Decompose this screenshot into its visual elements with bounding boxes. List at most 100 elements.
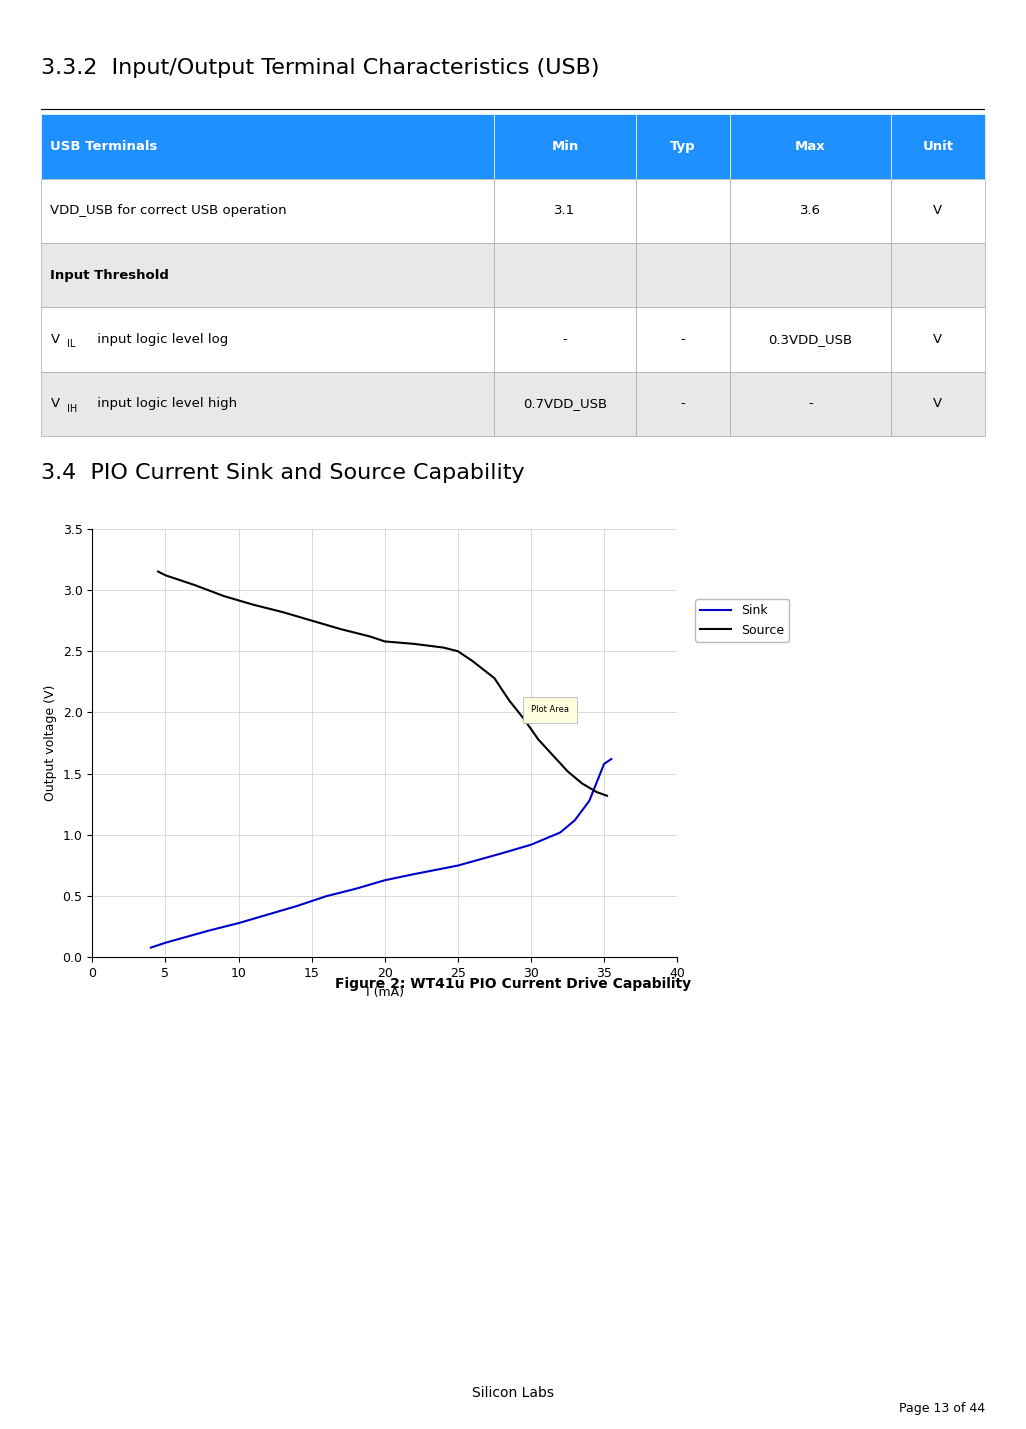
FancyBboxPatch shape (891, 243, 985, 307)
FancyBboxPatch shape (41, 243, 495, 307)
Source (189, 576, 201, 593)
Text: V: V (934, 333, 942, 346)
Text: Page 13 of 44: Page 13 of 44 (899, 1402, 985, 1415)
Source (451, 643, 464, 660)
Sink (145, 939, 157, 956)
Source (407, 636, 421, 653)
Text: 0.7VDD_USB: 0.7VDD_USB (523, 397, 607, 410)
FancyBboxPatch shape (41, 372, 495, 436)
Sink (291, 897, 304, 915)
Text: Unit: Unit (922, 140, 953, 153)
Text: IH: IH (68, 403, 78, 413)
Text: V: V (50, 397, 60, 410)
Text: 3.4  PIO Current Sink and Source Capability: 3.4 PIO Current Sink and Source Capabili… (41, 463, 524, 483)
Sink (554, 825, 566, 842)
Text: VDD_USB for correct USB operation: VDD_USB for correct USB operation (50, 204, 287, 217)
Sink (159, 935, 171, 952)
Source (218, 587, 230, 604)
Text: Figure 2: WT41u PIO Current Drive Capability: Figure 2: WT41u PIO Current Drive Capabi… (334, 977, 692, 990)
Source (466, 653, 478, 670)
FancyBboxPatch shape (731, 307, 891, 372)
Source (547, 747, 559, 765)
Sink (232, 915, 244, 932)
FancyBboxPatch shape (495, 243, 636, 307)
Source (591, 783, 603, 800)
Sink (379, 872, 391, 889)
Text: USB Terminals: USB Terminals (50, 140, 158, 153)
FancyBboxPatch shape (41, 114, 495, 179)
Y-axis label: Output voltage (V): Output voltage (V) (44, 684, 57, 802)
Text: V: V (50, 333, 60, 346)
Text: -: - (680, 397, 685, 410)
Source (437, 639, 449, 656)
Source (152, 563, 164, 580)
Source (517, 710, 529, 727)
FancyBboxPatch shape (636, 243, 731, 307)
FancyBboxPatch shape (891, 179, 985, 243)
Sink (598, 756, 610, 773)
FancyBboxPatch shape (636, 114, 731, 179)
Text: 3.6: 3.6 (800, 204, 821, 217)
FancyBboxPatch shape (495, 372, 636, 436)
Source (503, 692, 515, 709)
Source (276, 603, 288, 620)
FancyBboxPatch shape (731, 243, 891, 307)
FancyBboxPatch shape (41, 179, 495, 243)
FancyBboxPatch shape (891, 114, 985, 179)
Text: input logic level log: input logic level log (93, 333, 228, 346)
Sink (583, 792, 595, 809)
X-axis label: I (mA): I (mA) (365, 986, 404, 999)
Source (306, 612, 318, 629)
Text: IL: IL (68, 339, 76, 349)
Sink (349, 880, 361, 897)
FancyBboxPatch shape (41, 307, 495, 372)
FancyBboxPatch shape (731, 114, 891, 179)
Line: Sink: Sink (151, 759, 611, 947)
FancyBboxPatch shape (636, 307, 731, 372)
Sink (496, 845, 508, 862)
Text: input logic level high: input logic level high (93, 397, 237, 410)
Sink (568, 812, 581, 829)
Sink (407, 866, 421, 883)
FancyBboxPatch shape (495, 114, 636, 179)
Source (247, 596, 260, 613)
Source (334, 620, 347, 637)
Text: Max: Max (795, 140, 826, 153)
Source (601, 787, 614, 805)
Source (349, 624, 361, 642)
Legend: Sink, Source: Sink, Source (695, 599, 789, 642)
Text: Plot Area: Plot Area (531, 706, 569, 714)
Sink (524, 836, 538, 853)
FancyBboxPatch shape (495, 179, 636, 243)
Text: -: - (562, 333, 567, 346)
Sink (320, 887, 332, 905)
Text: Silicon Labs: Silicon Labs (472, 1386, 554, 1400)
Sink (605, 750, 618, 767)
Source (561, 763, 574, 780)
FancyBboxPatch shape (891, 307, 985, 372)
FancyBboxPatch shape (636, 179, 731, 243)
Text: Min: Min (551, 140, 579, 153)
Line: Source: Source (158, 572, 607, 796)
Sink (451, 857, 464, 875)
Text: -: - (807, 397, 813, 410)
Text: 0.3VDD_USB: 0.3VDD_USB (768, 333, 853, 346)
FancyBboxPatch shape (731, 179, 891, 243)
Source (576, 775, 588, 792)
Source (364, 627, 377, 644)
FancyBboxPatch shape (731, 372, 891, 436)
Sink (203, 922, 215, 939)
Text: Typ: Typ (670, 140, 696, 153)
Source (379, 633, 391, 650)
Text: -: - (680, 333, 685, 346)
Source (532, 730, 545, 747)
FancyBboxPatch shape (636, 372, 731, 436)
Text: 3.1: 3.1 (554, 204, 576, 217)
Text: 3.3.2  Input/Output Terminal Characteristics (USB): 3.3.2 Input/Output Terminal Characterist… (41, 59, 599, 77)
Source (159, 567, 171, 584)
FancyBboxPatch shape (891, 372, 985, 436)
Text: V: V (934, 397, 942, 410)
Sink (262, 906, 274, 923)
Text: Input Threshold: Input Threshold (50, 269, 169, 282)
Text: V: V (934, 204, 942, 217)
